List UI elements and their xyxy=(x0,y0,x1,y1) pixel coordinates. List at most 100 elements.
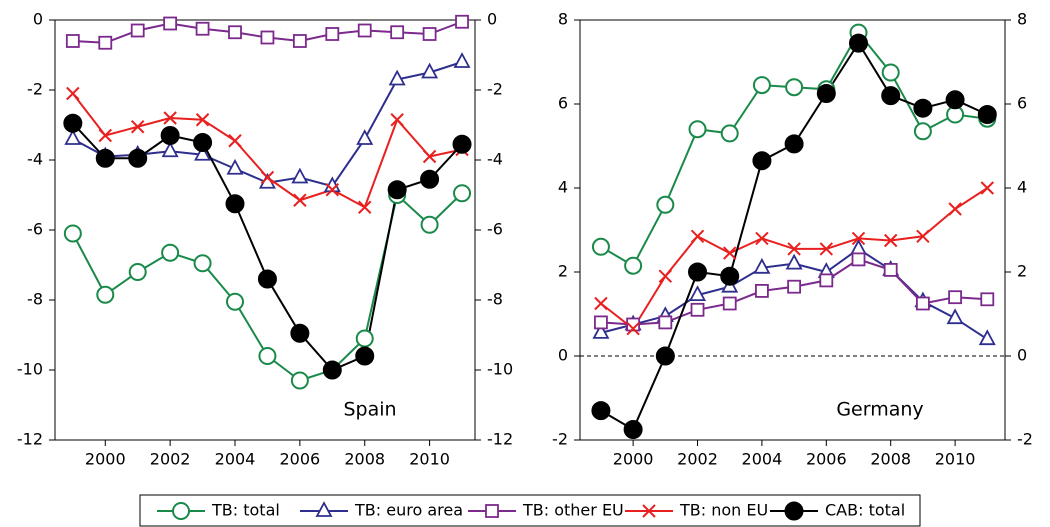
panel-label: Spain xyxy=(343,399,396,421)
marker xyxy=(690,302,705,317)
marker xyxy=(849,33,869,53)
marker xyxy=(195,21,210,36)
y-tick-label: -8 xyxy=(27,290,43,309)
marker xyxy=(63,224,82,243)
marker xyxy=(755,283,769,298)
legend-label: TB: non EU xyxy=(679,501,768,520)
marker xyxy=(784,134,804,154)
marker xyxy=(64,129,82,145)
marker xyxy=(163,111,177,125)
marker xyxy=(388,69,406,86)
marker xyxy=(785,253,803,270)
series-line xyxy=(72,61,463,188)
marker xyxy=(688,120,707,139)
marker xyxy=(96,285,115,304)
marker xyxy=(655,346,675,366)
marker xyxy=(193,133,213,152)
marker xyxy=(290,371,309,390)
marker xyxy=(753,257,771,274)
series-line xyxy=(600,41,988,431)
x-tick-label: 2000 xyxy=(613,450,654,469)
legend-label: TB: total xyxy=(211,501,280,520)
marker xyxy=(257,269,277,289)
marker xyxy=(592,323,610,339)
marker xyxy=(883,233,898,248)
marker xyxy=(455,14,469,29)
y2-tick-label: 8 xyxy=(1017,10,1027,29)
marker xyxy=(623,420,643,439)
x-tick-label: 2010 xyxy=(409,450,450,469)
marker xyxy=(130,120,145,134)
marker xyxy=(260,170,275,185)
y2-tick-label: -4 xyxy=(487,150,503,169)
marker xyxy=(420,169,440,189)
marker xyxy=(851,252,866,267)
marker xyxy=(228,134,242,148)
legend-label: TB: euro area xyxy=(354,501,463,520)
marker xyxy=(66,86,80,101)
marker xyxy=(689,285,707,301)
panel-label: Germany xyxy=(836,399,923,421)
marker xyxy=(591,401,611,421)
x-tick-label: 2004 xyxy=(742,450,783,469)
y-tick-label: -2 xyxy=(27,80,43,99)
marker xyxy=(128,263,147,281)
y-tick-label: -10 xyxy=(17,360,43,379)
y-tick-label: -6 xyxy=(27,220,43,239)
marker xyxy=(452,134,472,154)
marker xyxy=(228,25,242,40)
marker xyxy=(323,176,341,193)
y2-tick-label: -2 xyxy=(1017,430,1033,449)
marker xyxy=(290,323,310,343)
legend-marker xyxy=(485,504,499,518)
marker xyxy=(293,193,307,207)
y2-tick-label: -10 xyxy=(487,360,513,379)
marker xyxy=(883,262,898,277)
y-tick-label: -2 xyxy=(552,430,568,449)
marker xyxy=(626,317,641,332)
marker xyxy=(752,151,772,171)
marker xyxy=(226,158,244,175)
y-tick-label: 0 xyxy=(558,346,568,365)
marker xyxy=(978,329,996,346)
legend-box xyxy=(139,494,921,527)
marker xyxy=(260,30,275,45)
y-tick-label: 4 xyxy=(558,178,568,197)
marker xyxy=(980,181,994,195)
marker xyxy=(688,262,708,282)
marker xyxy=(752,76,771,95)
x-tick-label: 2004 xyxy=(215,450,256,469)
y2-tick-label: 0 xyxy=(487,10,497,29)
marker xyxy=(390,113,404,127)
y-tick-label: 0 xyxy=(33,10,43,29)
marker xyxy=(948,202,962,216)
marker xyxy=(258,347,277,365)
marker xyxy=(816,84,836,103)
marker xyxy=(946,308,964,325)
y2-tick-label: -12 xyxy=(487,430,513,449)
marker xyxy=(787,279,802,294)
marker xyxy=(913,98,933,118)
x-tick-label: 2010 xyxy=(935,450,976,469)
x-tick-label: 2006 xyxy=(806,450,847,469)
marker xyxy=(195,113,210,127)
legend-marker xyxy=(642,504,656,518)
y2-tick-label: 0 xyxy=(1017,346,1027,365)
x-tick-label: 2006 xyxy=(280,450,321,469)
marker xyxy=(161,141,179,158)
x-tick-label: 2000 xyxy=(85,450,126,469)
marker xyxy=(63,113,83,133)
marker xyxy=(658,315,673,330)
marker xyxy=(690,229,705,244)
legend-marker xyxy=(784,501,804,521)
marker xyxy=(387,180,407,200)
marker xyxy=(591,237,610,256)
legend-marker xyxy=(172,502,190,520)
plot-frame xyxy=(54,19,476,441)
marker xyxy=(420,215,439,234)
marker xyxy=(355,329,374,348)
marker xyxy=(656,195,675,214)
legend-label: CAB: total xyxy=(825,501,905,520)
marker xyxy=(357,23,372,38)
